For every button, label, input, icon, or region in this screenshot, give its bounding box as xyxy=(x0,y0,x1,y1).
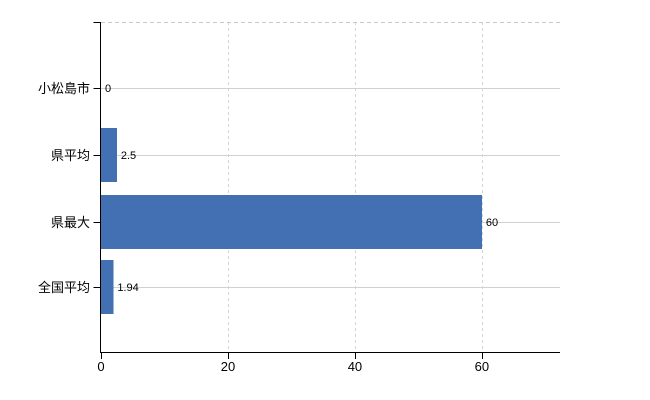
category-label: 県最大 xyxy=(51,215,90,230)
category-label: 小松島市 xyxy=(38,81,90,96)
category-label: 全国平均 xyxy=(38,280,90,295)
value-label: 1.94 xyxy=(117,282,138,294)
value-bar xyxy=(101,195,482,249)
x-tick-label: 0 xyxy=(97,359,104,374)
value-label: 60 xyxy=(486,217,498,229)
value-bar xyxy=(101,260,114,314)
x-tick-label: 20 xyxy=(221,359,235,374)
value-label: 0 xyxy=(105,83,111,95)
category-label: 県平均 xyxy=(51,148,90,163)
x-tick-label: 60 xyxy=(475,359,489,374)
value-label: 2.5 xyxy=(121,150,136,162)
x-tick-label: 40 xyxy=(348,359,362,374)
value-bar xyxy=(101,128,117,182)
